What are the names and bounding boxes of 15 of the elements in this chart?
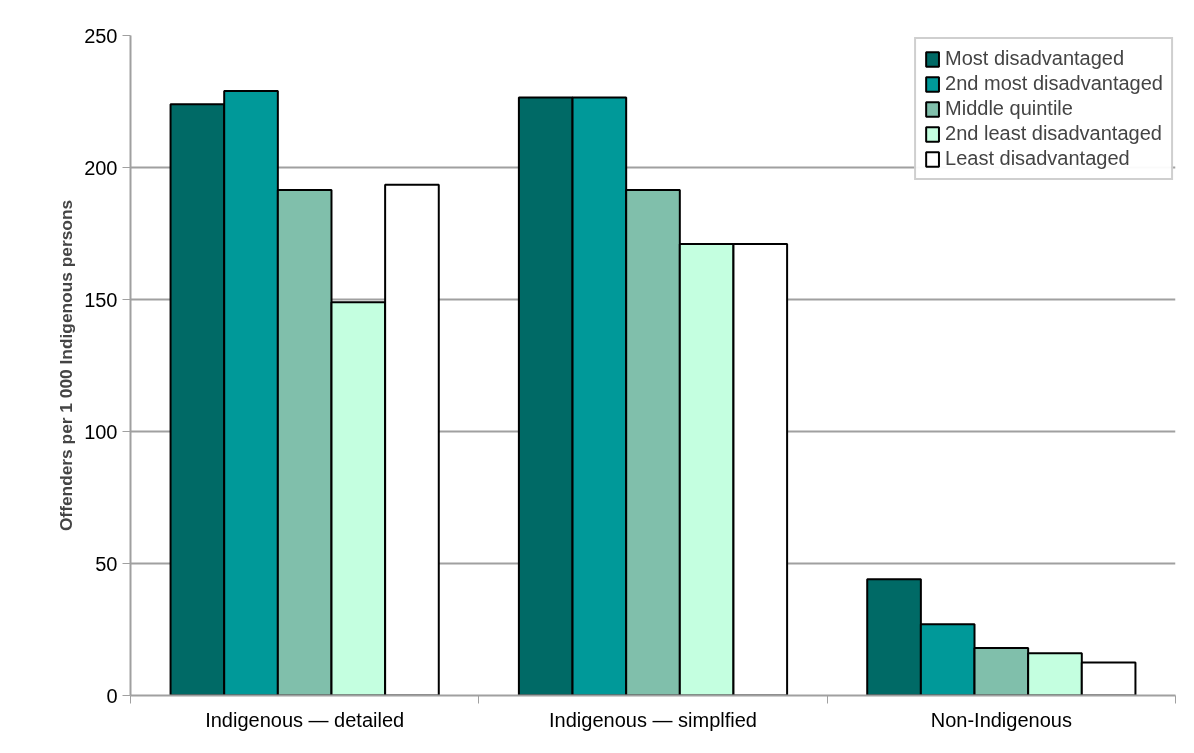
y-axis-title: Offenders per 1 000 Indigenous persons xyxy=(56,199,77,532)
y-tick-label: 200 xyxy=(84,156,118,179)
y-tick-label: 150 xyxy=(84,288,118,311)
x-tick-label: Indigenous — simplfied xyxy=(549,708,757,731)
x-tick-label: Indigenous — detailed xyxy=(205,708,405,731)
y-tick-label: 0 xyxy=(106,684,118,707)
y-tick-label: 250 xyxy=(84,24,118,47)
legend-label: Most disadvantaged xyxy=(945,47,1125,70)
legend-label: 2nd least disadvantaged xyxy=(945,122,1162,145)
y-tick-label: 100 xyxy=(84,420,118,443)
x-tick-label: Non-Indigenous xyxy=(930,708,1072,731)
legend-label: Least disadvantaged xyxy=(945,147,1130,170)
legend-label: 2nd most disadvantaged xyxy=(945,72,1163,95)
legend-label: Middle quintile xyxy=(945,97,1073,120)
y-tick-label: 50 xyxy=(95,552,118,575)
